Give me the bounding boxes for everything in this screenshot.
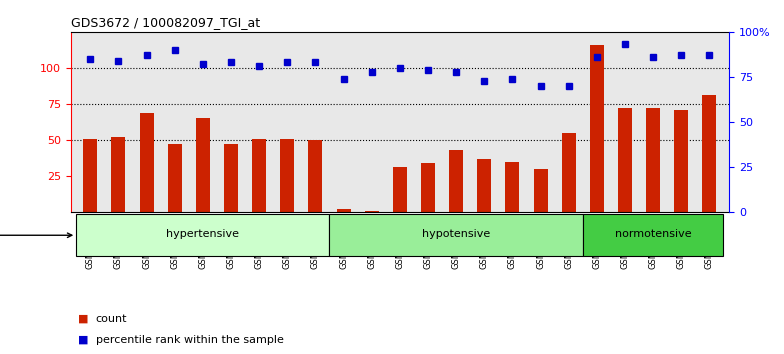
Bar: [365, 211, 379, 212]
Bar: [506, 162, 520, 212]
Bar: [329, 215, 583, 256]
Text: ■: ■: [78, 314, 89, 324]
Bar: [583, 215, 724, 256]
Bar: [196, 118, 210, 212]
Bar: [421, 163, 435, 212]
Bar: [449, 150, 463, 212]
Bar: [308, 140, 322, 212]
Text: hypotensive: hypotensive: [422, 229, 490, 239]
Bar: [76, 215, 329, 256]
Text: disease state: disease state: [0, 230, 72, 240]
Text: ■: ■: [78, 335, 89, 345]
Bar: [393, 167, 407, 212]
Text: percentile rank within the sample: percentile rank within the sample: [96, 335, 284, 345]
Bar: [336, 209, 350, 212]
Bar: [111, 137, 125, 212]
Bar: [702, 95, 717, 212]
Bar: [590, 45, 604, 212]
Bar: [477, 159, 492, 212]
Bar: [646, 108, 660, 212]
Bar: [168, 144, 182, 212]
Bar: [252, 138, 266, 212]
Text: count: count: [96, 314, 127, 324]
Bar: [140, 113, 154, 212]
Bar: [280, 138, 294, 212]
Text: GDS3672 / 100082097_TGI_at: GDS3672 / 100082097_TGI_at: [71, 16, 260, 29]
Text: hypertensive: hypertensive: [166, 229, 239, 239]
Bar: [224, 144, 238, 212]
Text: normotensive: normotensive: [615, 229, 691, 239]
Bar: [618, 108, 632, 212]
Bar: [674, 110, 688, 212]
Bar: [561, 133, 575, 212]
Bar: [534, 169, 547, 212]
Bar: [83, 138, 97, 212]
